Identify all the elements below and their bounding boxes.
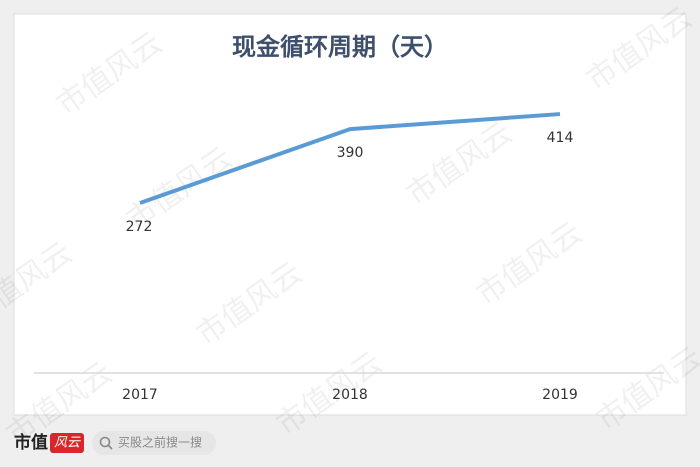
search-text[interactable]: 买股之前搜一搜 [118, 435, 202, 450]
card [13, 13, 687, 416]
search-box[interactable] [92, 431, 216, 455]
logo-badge [50, 433, 84, 453]
search-icon-handle [107, 444, 113, 450]
logo-mark: 风云 [54, 436, 81, 451]
x-tick-label: 2019 [542, 387, 578, 403]
chart-title: 现金循环周期（天） [232, 33, 448, 61]
x-tick-label: 2017 [122, 387, 158, 403]
data-label: 272 [126, 219, 153, 235]
line [139, 112, 561, 205]
search-icon [99, 436, 111, 448]
logo-text: 市值 [14, 432, 48, 453]
data-label: 390 [337, 145, 364, 161]
plot: 2017 2018 2019 272 390 414 [122, 112, 578, 403]
x-tick-label: 2018 [332, 387, 368, 403]
data-label: 414 [547, 130, 574, 146]
